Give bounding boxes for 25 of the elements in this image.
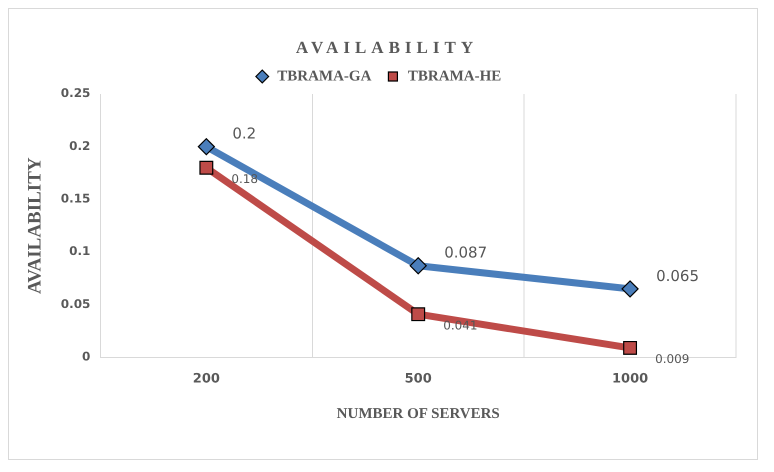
legend-label: TBRAMA-HE: [408, 68, 502, 84]
point: [199, 160, 214, 175]
data-label: 0.087: [444, 244, 488, 262]
y-axis-title: AVAILABILITY: [24, 157, 46, 294]
x-tick-label: 500: [404, 372, 432, 387]
data-label: 0.2: [232, 124, 256, 143]
x-axis-title: NUMBER OF SERVERS: [336, 406, 500, 422]
x-tick-label: 200: [192, 372, 220, 387]
y-tick-label: 0.05: [60, 296, 90, 311]
data-label: 0.009: [655, 352, 690, 366]
y-tick-label: 0.2: [69, 138, 90, 153]
y-tick-label: 0.25: [60, 86, 90, 100]
y-tick-label: 0.15: [60, 191, 90, 206]
data-label: 0.18: [231, 172, 258, 186]
legend-label: TBRAMA-GA: [277, 68, 372, 84]
point: [621, 280, 639, 298]
chart-title: AVAILABILITY: [294, 38, 480, 58]
y-tick-label: 0.1: [69, 244, 90, 258]
x-tick-label: 1000: [612, 372, 648, 387]
point: [623, 340, 638, 355]
y-tick-label: 0: [82, 350, 90, 364]
point: [198, 138, 215, 156]
point: [410, 257, 427, 274]
data-label: 0.065: [656, 266, 700, 285]
point: [411, 307, 426, 322]
